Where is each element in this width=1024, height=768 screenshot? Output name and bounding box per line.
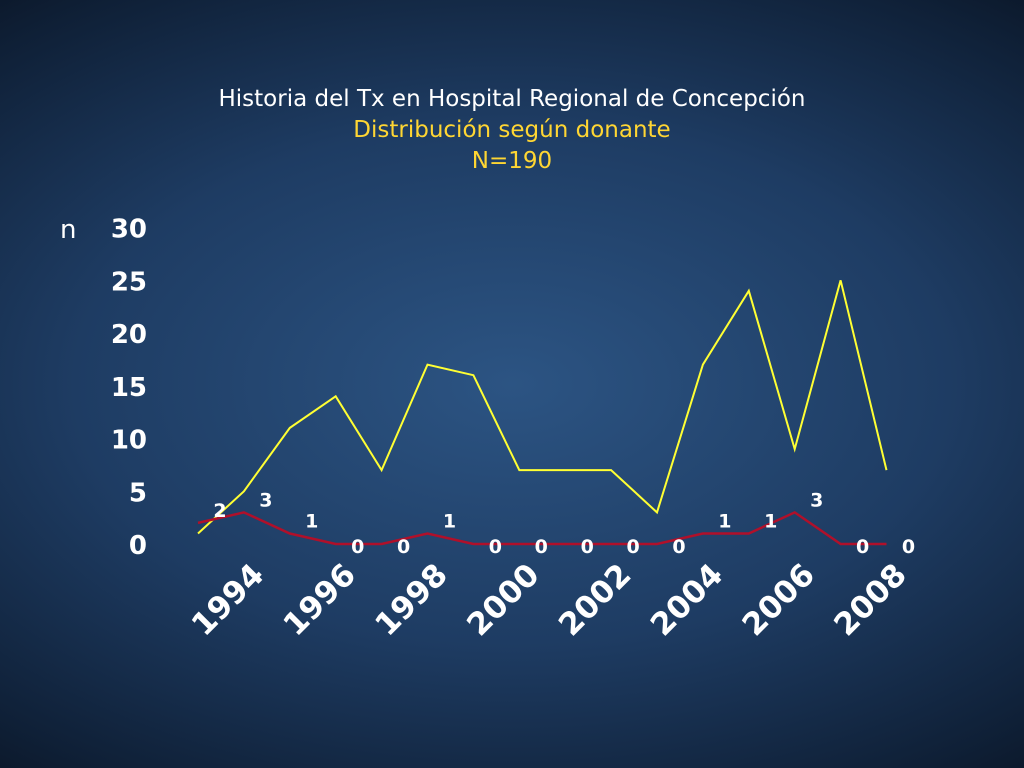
y-tick-label: 20 xyxy=(111,320,147,350)
data-label: 0 xyxy=(626,536,639,558)
y-tick-label: 15 xyxy=(111,373,147,403)
y-axis-label: n xyxy=(60,215,76,245)
data-label: 1 xyxy=(718,510,731,532)
data-label: 0 xyxy=(856,536,869,558)
y-tick-label: 30 xyxy=(111,215,147,245)
x-tick-label: 2008 xyxy=(827,557,913,643)
data-label: 0 xyxy=(672,536,685,558)
series-line-1 xyxy=(197,280,888,535)
y-tick-label: 10 xyxy=(111,426,147,456)
x-tick-label: 2004 xyxy=(644,557,730,643)
x-tick-label: 2006 xyxy=(736,557,822,643)
data-label: 1 xyxy=(305,510,318,532)
data-label: 0 xyxy=(397,536,410,558)
data-label: 0 xyxy=(489,536,502,558)
title-block: Historia del Tx en Hospital Regional de … xyxy=(0,84,1024,177)
chart-subtitle: Distribución según donante xyxy=(353,117,671,143)
y-tick-label: 5 xyxy=(129,478,147,508)
data-label: 3 xyxy=(810,489,823,511)
data-label: 0 xyxy=(902,536,915,558)
series-line-2 xyxy=(197,510,887,546)
data-label: 3 xyxy=(259,489,272,511)
chart-total: N=190 xyxy=(471,148,553,174)
data-label: 2 xyxy=(213,500,226,522)
y-tick-label: 25 xyxy=(111,267,147,297)
x-tick-label: 1998 xyxy=(368,557,454,643)
x-tick-label: 2002 xyxy=(552,557,638,643)
chart-title: Historia del Tx en Hospital Regional de … xyxy=(218,86,806,112)
data-label: 1 xyxy=(764,510,777,532)
x-tick-label: 1994 xyxy=(185,557,271,643)
data-label: 0 xyxy=(535,536,548,558)
data-label: 0 xyxy=(581,536,594,558)
data-label: 1 xyxy=(443,510,456,532)
x-tick-label: 2000 xyxy=(460,557,546,643)
data-label: 0 xyxy=(351,536,364,558)
y-tick-label: 0 xyxy=(129,531,147,561)
x-tick-label: 1996 xyxy=(277,557,363,643)
